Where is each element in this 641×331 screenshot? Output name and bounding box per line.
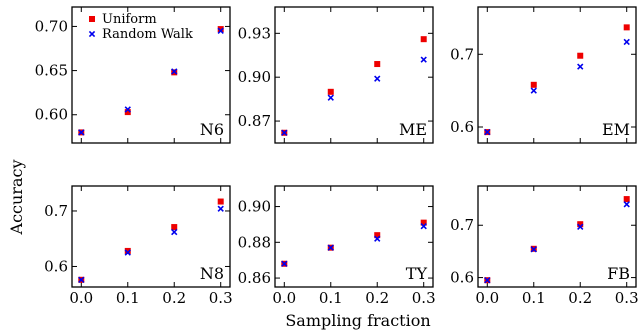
panel-frame xyxy=(274,6,434,144)
x-tick-label: 0.1 xyxy=(319,289,343,307)
point-random-walk xyxy=(530,246,537,253)
point-uniform xyxy=(623,24,630,31)
x-tick-label: 0.0 xyxy=(475,289,499,307)
point-uniform xyxy=(530,81,537,88)
point-uniform xyxy=(217,198,224,205)
point-uniform xyxy=(217,26,224,33)
point-uniform xyxy=(171,224,178,231)
x-axis-title: Sampling fraction xyxy=(285,311,430,330)
point-random-walk xyxy=(327,244,334,251)
point-random-walk xyxy=(124,249,131,256)
point-random-walk xyxy=(78,129,85,136)
x-tick-label: 0.3 xyxy=(209,289,233,307)
point-uniform xyxy=(374,232,381,239)
panel-frame xyxy=(71,185,231,288)
legend-marker-uniform xyxy=(89,16,95,22)
point-random-walk xyxy=(124,106,131,113)
y-axis-title: Accuracy xyxy=(7,160,26,236)
x-tick-label: 0.3 xyxy=(412,289,436,307)
panel-frame xyxy=(274,185,434,288)
point-uniform xyxy=(420,36,427,43)
x-tick-label: 0.0 xyxy=(69,289,93,307)
point-uniform xyxy=(124,109,131,116)
x-tick-label: 0.2 xyxy=(568,289,592,307)
point-random-walk xyxy=(484,128,491,136)
panel-label: N6 xyxy=(200,120,224,139)
y-tick-label: 0.65 xyxy=(35,62,68,80)
point-random-walk xyxy=(217,27,224,35)
y-tick-label: 0.87 xyxy=(238,112,271,130)
y-tick-label: 0.93 xyxy=(238,24,271,42)
panel-fb: 0.6 0.7 0.0 0.1 0.2 0.3 FB xyxy=(450,185,639,307)
legend-marker-random-walk xyxy=(88,30,96,38)
panel-label: FB xyxy=(607,264,630,283)
y-tick-label: 0.6 xyxy=(44,257,68,275)
point-random-walk xyxy=(420,56,427,63)
point-random-walk xyxy=(577,63,584,70)
panel-ty: 0.86 0.88 0.90 0.0 0.1 0.2 0.3 TY xyxy=(238,185,436,307)
point-random-walk xyxy=(623,201,630,208)
panel-label: ME xyxy=(399,120,427,139)
x-tick-label: 0.3 xyxy=(615,289,639,307)
point-random-walk xyxy=(217,205,224,212)
point-random-walk xyxy=(281,260,288,267)
y-tick-label: 0.7 xyxy=(450,216,474,234)
x-tick-label: 0.1 xyxy=(116,289,140,307)
point-random-walk xyxy=(171,228,178,236)
point-random-walk xyxy=(374,75,381,82)
x-tick-label: 0.0 xyxy=(272,289,296,307)
x-tick-label: 0.2 xyxy=(162,289,186,307)
point-random-walk xyxy=(171,68,178,75)
y-tick-label: 0.6 xyxy=(450,118,474,136)
point-random-walk xyxy=(530,87,537,94)
point-uniform xyxy=(374,61,381,68)
y-tick-label: 0.7 xyxy=(44,202,68,220)
point-uniform xyxy=(577,221,584,228)
point-uniform xyxy=(420,219,427,226)
legend-label: Random Walk xyxy=(102,27,193,42)
point-random-walk xyxy=(623,38,630,46)
point-uniform xyxy=(327,88,334,95)
panel-me: 0.87 0.90 0.93 ME xyxy=(238,6,434,144)
point-uniform xyxy=(577,52,584,59)
y-tick-label: 0.90 xyxy=(238,68,271,86)
panel-n8: 0.6 0.7 0.0 0.1 0.2 0.3 N8 xyxy=(44,185,233,307)
y-tick-label: 0.90 xyxy=(238,198,271,216)
y-tick-label: 0.60 xyxy=(35,106,68,124)
panel-em: 0.6 0.7 EM xyxy=(450,6,637,144)
y-tick-label: 0.86 xyxy=(238,269,271,287)
y-tick-label: 0.6 xyxy=(450,269,474,287)
point-random-walk xyxy=(484,277,491,284)
point-random-walk xyxy=(577,223,584,230)
point-random-walk xyxy=(374,235,381,242)
point-random-walk xyxy=(78,276,85,283)
panel-label: N8 xyxy=(200,264,224,283)
panel-label: TY xyxy=(406,264,428,283)
point-random-walk xyxy=(327,94,334,101)
x-tick-label: 0.1 xyxy=(522,289,546,307)
point-uniform xyxy=(623,196,630,203)
x-tick-label: 0.2 xyxy=(365,289,389,307)
y-tick-label: 0.70 xyxy=(35,17,68,35)
legend-label: Uniform xyxy=(102,12,157,27)
panel-frame xyxy=(71,6,231,144)
point-random-walk xyxy=(420,223,427,230)
point-uniform xyxy=(124,247,131,254)
y-tick-label: 0.88 xyxy=(238,233,271,251)
panel-frame xyxy=(477,185,637,288)
point-random-walk xyxy=(281,129,288,136)
panel-label: EM xyxy=(602,120,630,139)
y-tick-label: 0.7 xyxy=(450,45,474,63)
panel-frame xyxy=(477,6,637,144)
